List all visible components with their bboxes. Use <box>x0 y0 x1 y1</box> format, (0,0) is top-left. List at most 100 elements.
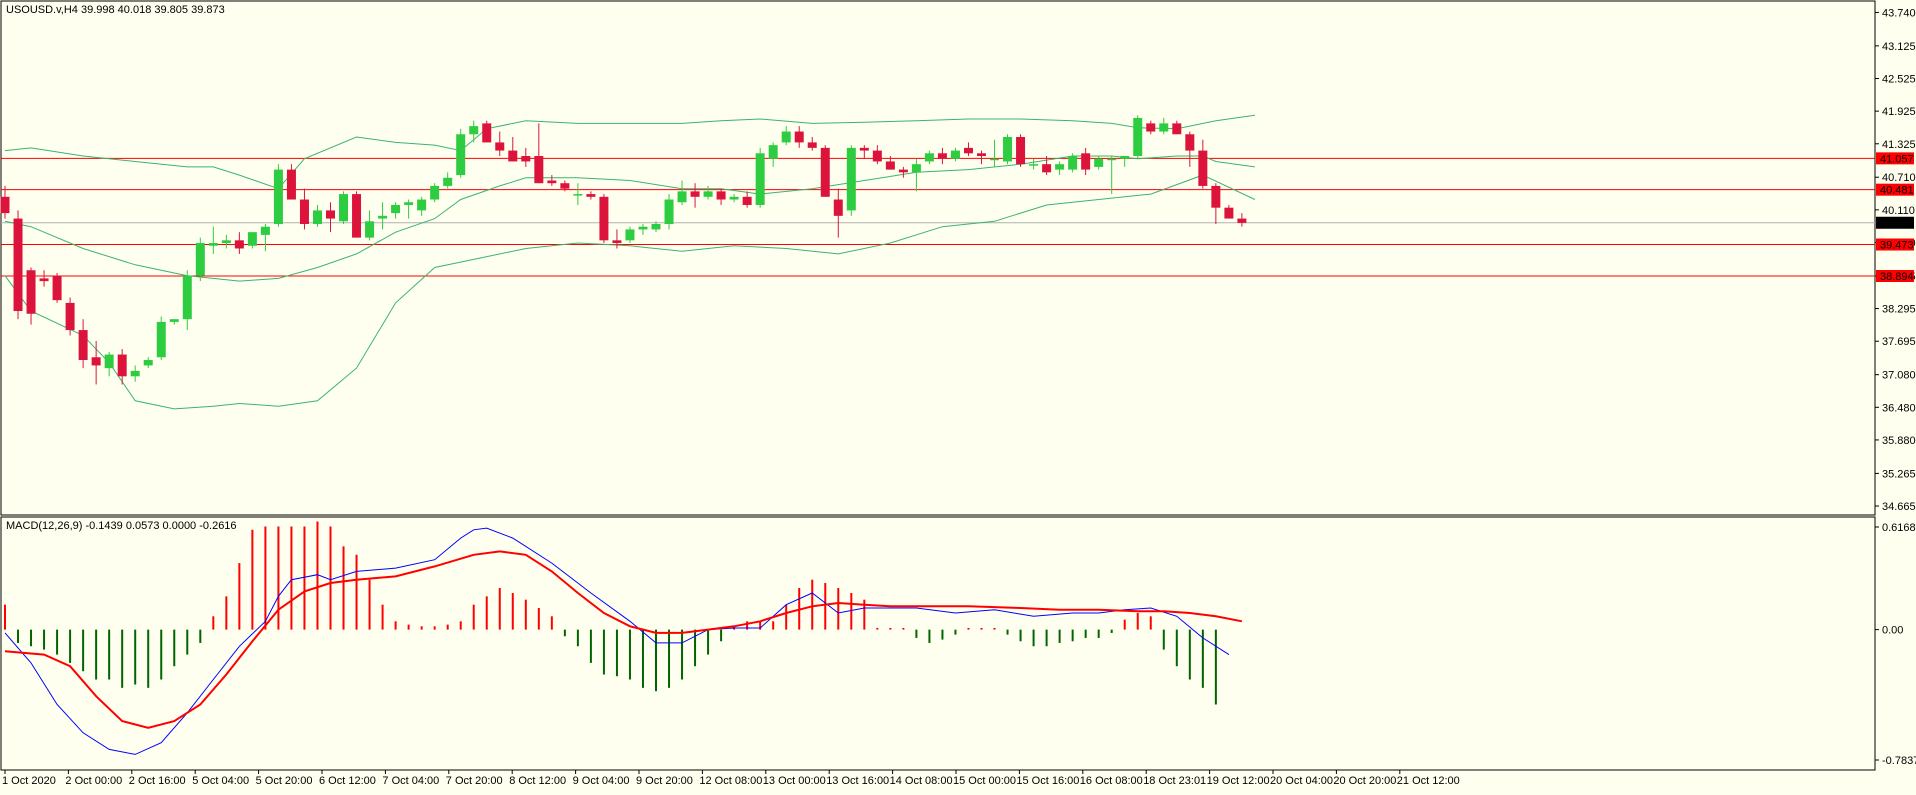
macd-panel <box>0 516 1876 771</box>
candle-body <box>404 202 414 205</box>
candle-body <box>820 147 830 197</box>
candle-body <box>716 191 726 200</box>
candle-body <box>547 180 557 184</box>
time-tick-label: 16 Oct 08:00 <box>1080 775 1143 787</box>
candle-body <box>208 243 218 246</box>
candle-body <box>1016 136 1026 165</box>
candle-body <box>1107 158 1117 161</box>
candle-body <box>651 224 661 230</box>
price-tick-label: 43.125 <box>1882 41 1916 53</box>
candle-body <box>495 142 505 151</box>
candle-body <box>339 194 349 222</box>
time-tick-label: 7 Oct 04:00 <box>382 775 439 787</box>
candle-body <box>312 210 322 225</box>
candle-body <box>286 169 296 200</box>
level-price-label: 41.057 <box>1880 153 1914 165</box>
candle-body <box>898 169 908 173</box>
candle-body <box>1094 158 1104 167</box>
candle-body <box>1211 185 1221 208</box>
price-axis: 43.740 43.125 42.525 41.925 41.325 40.710 40.1… <box>1875 7 1916 513</box>
candle-body <box>1146 123 1156 132</box>
current-price-label: 39.873 <box>1880 218 1914 230</box>
candle-body <box>104 354 114 369</box>
time-tick-label: 1 Oct 2020 <box>2 775 56 787</box>
candle-body <box>1198 150 1208 186</box>
candle-body <box>456 134 466 176</box>
candle-body <box>742 196 752 205</box>
candle-body <box>885 161 895 170</box>
time-tick-label: 6 Oct 12:00 <box>319 775 376 787</box>
candle-body <box>560 183 570 189</box>
candle-body <box>378 215 388 219</box>
time-tick-label: 21 Oct 12:00 <box>1397 775 1460 787</box>
candle-body <box>1055 164 1065 170</box>
price-tick-label: 40.710 <box>1882 172 1916 184</box>
candle-body <box>1003 136 1013 162</box>
candle-body <box>247 232 257 246</box>
macd-tick-label: -0.7837 <box>1882 755 1916 767</box>
price-tick-label: 43.740 <box>1882 7 1916 19</box>
candle-body <box>443 177 453 186</box>
candle-body <box>638 226 648 230</box>
candle-body <box>1042 164 1052 173</box>
candle-body <box>990 158 1000 161</box>
candle-body <box>534 156 544 184</box>
price-tick-label: 38.295 <box>1882 304 1916 316</box>
level-price-label: 40.481 <box>1880 185 1914 197</box>
candle-body <box>807 142 817 148</box>
candle-body <box>1029 164 1039 166</box>
time-tick-label: 19 Oct 12:00 <box>1207 775 1270 787</box>
price-tick-label: 36.480 <box>1882 402 1916 414</box>
candle-body <box>1237 218 1247 223</box>
candle-body <box>664 199 674 225</box>
price-tick-label: 41.925 <box>1882 106 1916 118</box>
candle-body <box>963 147 973 154</box>
candle-body <box>846 147 856 211</box>
candle-body <box>1120 156 1130 159</box>
candle-body <box>911 164 921 173</box>
time-tick-label: 20 Oct 04:00 <box>1270 775 1333 787</box>
price-tick-label: 41.325 <box>1882 139 1916 151</box>
candle-body <box>1185 134 1195 151</box>
candle-body <box>625 229 635 241</box>
candle-body <box>950 150 960 159</box>
price-tick-label: 37.695 <box>1882 336 1916 348</box>
time-tick-label: 7 Oct 20:00 <box>446 775 503 787</box>
candle-body <box>299 199 309 225</box>
candle-body <box>13 218 23 312</box>
time-tick-label: 8 Oct 12:00 <box>509 775 566 787</box>
candle-body <box>234 240 244 249</box>
candle-body <box>52 275 62 301</box>
time-tick-label: 15 Oct 00:00 <box>953 775 1016 787</box>
candle-body <box>859 147 869 151</box>
candle-body <box>326 210 335 219</box>
candle-body <box>78 330 88 360</box>
time-axis: 1 Oct 2020 2 Oct 00:00 2 Oct 16:00 5 Oct 04… <box>2 770 1460 787</box>
candle-body <box>508 150 518 162</box>
candle-body <box>391 204 401 214</box>
candle-body <box>924 153 934 162</box>
candle-body <box>703 191 713 197</box>
time-tick-label: 2 Oct 00:00 <box>65 775 122 787</box>
candle-body <box>612 240 622 244</box>
price-tick-label: 37.080 <box>1882 370 1916 382</box>
candle-body <box>39 278 49 282</box>
bollinger-lower-line <box>4 174 1256 410</box>
candle-body <box>117 354 127 377</box>
main-panel <box>0 0 1876 516</box>
candle-body <box>1159 123 1169 132</box>
candle-body <box>872 150 882 162</box>
price-tick-label: 40.110 <box>1882 205 1915 217</box>
candle-body <box>365 221 375 238</box>
candle-body <box>430 185 440 200</box>
time-tick-label: 5 Oct 20:00 <box>256 775 313 787</box>
current-price-box <box>1876 216 1914 229</box>
macd-tick-label: 0.00 <box>1882 625 1903 637</box>
horizontal-levels: 41.057 40.481 39.473 38.894 39.873 <box>1 152 1914 283</box>
candle-body <box>768 145 778 159</box>
candle-body <box>586 194 596 197</box>
candle-body <box>182 275 192 320</box>
candle-body <box>729 196 739 200</box>
candle-body <box>755 153 765 205</box>
